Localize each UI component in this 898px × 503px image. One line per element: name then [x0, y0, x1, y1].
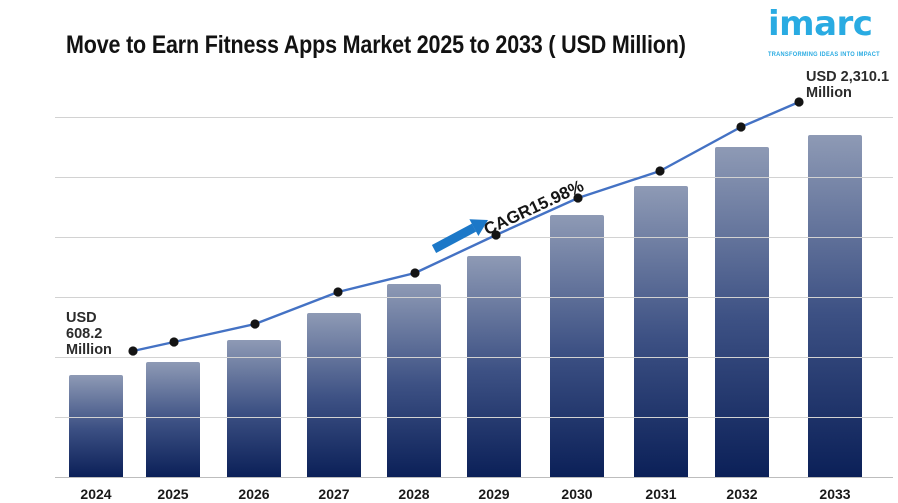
- bar-2025: [146, 362, 200, 477]
- imarc-logo: imarc TRANSFORMING IDEAS INTO IMPACT: [768, 6, 896, 61]
- gridline: [55, 176, 893, 178]
- gridline: [55, 116, 893, 118]
- bar-2026: [227, 340, 281, 477]
- last-value-line-1: USD 2,310.1: [806, 69, 890, 85]
- x-axis-label-2028: 2028: [398, 485, 430, 502]
- x-axis-label-2033: 2033: [819, 485, 851, 502]
- bar-2027: [307, 313, 361, 477]
- x-axis-label-2026: 2026: [238, 485, 270, 502]
- data-point-2031: [655, 166, 665, 176]
- bar-2031: [634, 186, 688, 477]
- data-point-2028: [410, 268, 420, 278]
- first-value-line-2: 608.2: [66, 325, 103, 342]
- x-axis-label-2025: 2025: [157, 485, 189, 502]
- cagr-arrow-shaft: [431, 223, 477, 253]
- first-value-annotation: USD 608.2 Million: [66, 310, 112, 359]
- x-axis-label-2030: 2030: [561, 485, 593, 502]
- data-point-2027: [333, 287, 343, 297]
- x-axis-label-2029: 2029: [478, 485, 510, 502]
- chart-title: Move to Earn Fitness Apps Market 2025 to…: [66, 31, 686, 59]
- data-point-2025: [169, 337, 179, 347]
- x-axis-line: [55, 476, 893, 478]
- imarc-tagline: TRANSFORMING IDEAS INTO IMPACT: [768, 51, 880, 58]
- data-point-2026: [250, 319, 260, 329]
- gridline: [55, 296, 893, 298]
- x-axis-label-2027: 2027: [318, 485, 350, 502]
- data-point-2033: [794, 97, 804, 107]
- trend-line: [132, 100, 800, 353]
- x-axis-label-2032: 2032: [726, 485, 758, 502]
- last-value-line-2: Million: [806, 84, 852, 101]
- bar-2024: [69, 375, 123, 477]
- first-value-line-3: Million: [66, 341, 112, 358]
- bar-2028: [387, 284, 441, 477]
- last-value-annotation: USD 2,310.1 Million: [806, 69, 890, 102]
- imarc-wordmark: imarc: [768, 4, 873, 44]
- x-axis-label-2024: 2024: [80, 485, 112, 502]
- data-point-2032: [736, 122, 746, 132]
- bar-2032: [715, 147, 769, 477]
- first-value-line-1: USD: [66, 310, 97, 326]
- bar-2030: [550, 215, 604, 477]
- x-axis-label-2031: 2031: [645, 485, 677, 502]
- bar-2029: [467, 256, 521, 477]
- data-point-2024: [128, 346, 138, 356]
- gridline: [55, 356, 893, 358]
- gridline: [55, 416, 893, 418]
- bar-2033: [808, 135, 862, 477]
- gridline: [55, 236, 893, 238]
